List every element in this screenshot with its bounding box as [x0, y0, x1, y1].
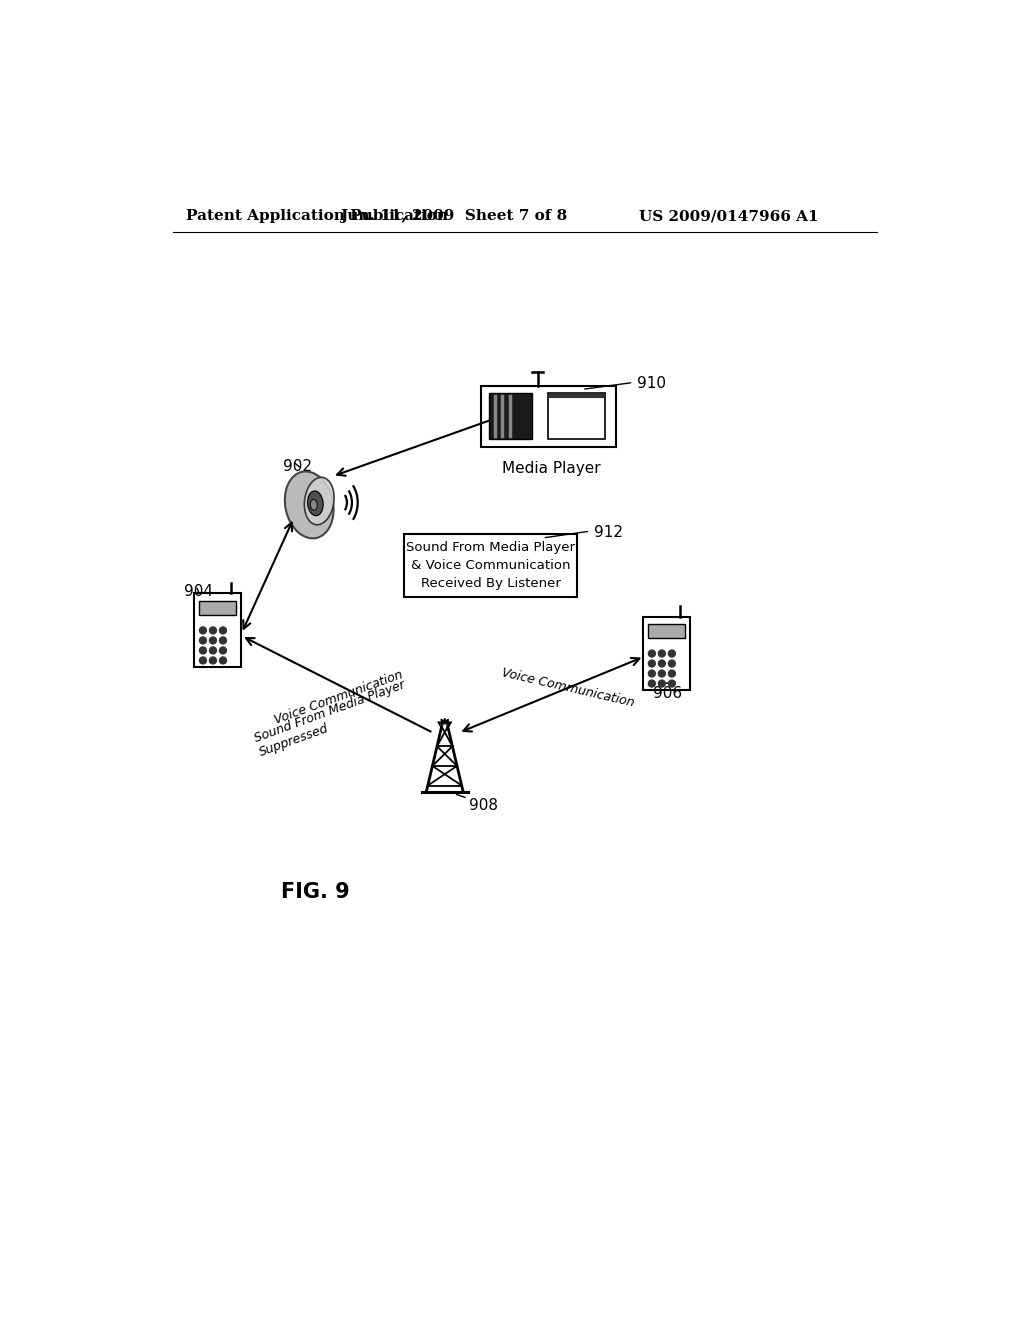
Circle shape — [219, 627, 226, 634]
Circle shape — [669, 649, 676, 657]
Bar — [488, 393, 531, 440]
Ellipse shape — [304, 478, 334, 525]
Text: Media Player: Media Player — [503, 461, 601, 477]
Text: US 2009/0147966 A1: US 2009/0147966 A1 — [639, 209, 818, 223]
Circle shape — [219, 647, 226, 653]
Text: Sound From Media Player
& Voice Communication
Received By Listener: Sound From Media Player & Voice Communic… — [407, 541, 575, 590]
Circle shape — [648, 680, 655, 686]
Bar — [194, 594, 242, 667]
Text: Sound From Media Player
Suppressed: Sound From Media Player Suppressed — [253, 678, 412, 759]
Text: 902: 902 — [283, 459, 312, 474]
Circle shape — [648, 649, 655, 657]
Bar — [648, 624, 685, 638]
Circle shape — [219, 657, 226, 664]
Circle shape — [669, 680, 676, 686]
Text: Voice Communication: Voice Communication — [501, 667, 636, 710]
Circle shape — [648, 660, 655, 667]
Circle shape — [200, 627, 207, 634]
Circle shape — [648, 671, 655, 677]
Bar — [643, 616, 690, 689]
Circle shape — [200, 657, 207, 664]
Text: Voice Communication: Voice Communication — [272, 668, 404, 727]
Circle shape — [658, 660, 666, 667]
Text: Patent Application Publication: Patent Application Publication — [186, 209, 449, 223]
Text: 904: 904 — [184, 585, 213, 599]
Circle shape — [219, 638, 226, 644]
Text: FIG. 9: FIG. 9 — [281, 882, 349, 902]
Text: 906: 906 — [652, 686, 682, 701]
Ellipse shape — [285, 471, 334, 539]
Bar — [199, 601, 237, 615]
Circle shape — [658, 680, 666, 686]
Circle shape — [669, 671, 676, 677]
Bar — [403, 535, 578, 598]
Circle shape — [658, 649, 666, 657]
Circle shape — [210, 627, 216, 634]
Ellipse shape — [310, 499, 317, 511]
Ellipse shape — [307, 491, 324, 516]
Circle shape — [210, 657, 216, 664]
Circle shape — [210, 647, 216, 653]
Text: 910: 910 — [637, 376, 667, 391]
Circle shape — [658, 671, 666, 677]
Text: 912: 912 — [594, 525, 623, 540]
Text: Jun. 11, 2009  Sheet 7 of 8: Jun. 11, 2009 Sheet 7 of 8 — [340, 209, 567, 223]
Text: 908: 908 — [469, 799, 499, 813]
Bar — [548, 393, 605, 440]
Circle shape — [669, 660, 676, 667]
Circle shape — [200, 638, 207, 644]
Circle shape — [210, 638, 216, 644]
Circle shape — [200, 647, 207, 653]
Bar — [481, 385, 615, 447]
